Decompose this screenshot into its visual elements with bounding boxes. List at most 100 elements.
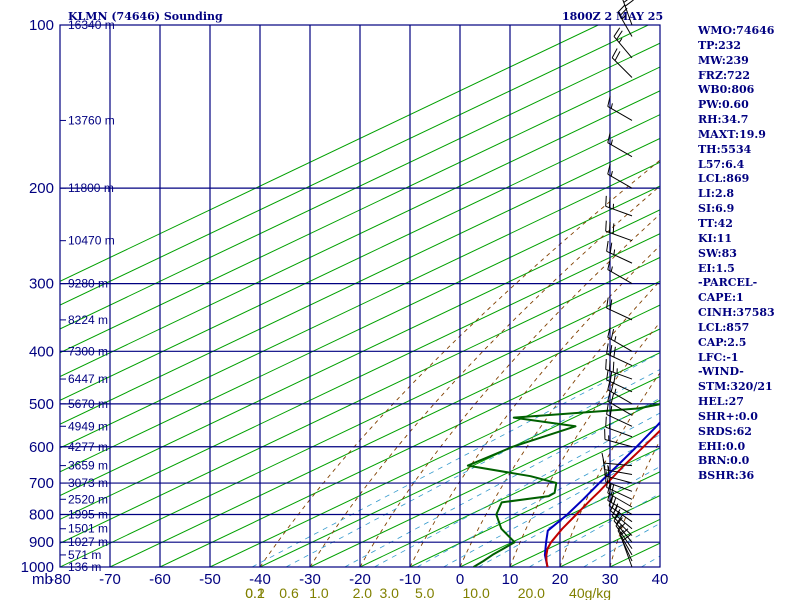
mixing-ratio-label: 20.0 (518, 585, 545, 600)
wind-barb-staff (607, 500, 633, 515)
isotherm (60, 233, 660, 520)
wind-barb-feather (607, 259, 611, 270)
mixing-ratio-label: 40g/kg (569, 585, 611, 600)
wind-barb-feather (611, 48, 618, 58)
index-item: TH:5534 (698, 142, 752, 156)
wind-barb-staff (613, 36, 633, 59)
height-label: 16340 m (68, 18, 115, 32)
wind-barb (617, 4, 633, 37)
wind-barb-staff (622, 0, 633, 26)
wind-barb-staff (604, 439, 633, 448)
temperature-tick-label: -50 (199, 571, 221, 588)
wind-barb-feather (613, 27, 621, 37)
wind-barb-staff (607, 269, 633, 285)
isotherm (60, 114, 660, 401)
wind-barb-feather (606, 369, 609, 381)
wind-barb-half-feather (613, 249, 616, 255)
temperature-tick-label: -30 (299, 571, 321, 588)
index-item: FRZ:722 (698, 68, 751, 82)
index-item: LFC:-1 (698, 350, 739, 364)
height-label: 136 m (68, 560, 101, 574)
mixing-ratio-lines (251, 352, 660, 567)
wind-barb-staff (610, 510, 633, 530)
index-item: EHI:0.0 (698, 439, 746, 453)
wind-barb-staff (611, 515, 633, 536)
isotherm (209, 352, 660, 567)
wind-barb (608, 495, 633, 523)
wind-barb (607, 391, 633, 416)
wind-barb (605, 220, 633, 242)
temperature-tick-label: -20 (349, 571, 371, 588)
temperature-tick-label: -40 (249, 571, 271, 588)
wind-barb-feather (608, 495, 613, 506)
height-label: 6447 m (68, 372, 108, 386)
wind-barb-feather (607, 327, 611, 338)
temperature-tick-label: -10 (399, 571, 421, 588)
temperature-tick-label: 20 (552, 571, 569, 588)
index-item: HEL:27 (698, 395, 744, 409)
wind-barb-feather (623, 0, 628, 3)
wind-barb-staff (608, 505, 633, 523)
wind-barb (605, 195, 633, 217)
wind-barb-feather (606, 240, 609, 252)
wind-barb-feather (607, 163, 611, 175)
wind-barb (613, 27, 633, 59)
wind-barb-staff (613, 520, 633, 543)
mixing-ratio-label: 3.0 (379, 585, 399, 600)
wind-barb-half-feather (607, 465, 609, 471)
height-label: 3659 m (68, 459, 108, 473)
dry-adiabat (409, 245, 660, 567)
wind-barb-feather (605, 359, 607, 370)
wind-barb-staff (607, 106, 633, 121)
wind-barb-feather (609, 371, 613, 382)
wind-barb-feather (612, 223, 615, 234)
wind-barb-feather (616, 514, 623, 525)
wind-barb-feather (610, 393, 615, 404)
wind-barb (607, 379, 633, 405)
index-item: STM:320/21 (698, 380, 773, 394)
height-label: 4277 m (68, 440, 108, 454)
index-item: -PARCEL- (698, 276, 758, 290)
dry-adiabat (459, 280, 660, 567)
wind-barb-feather (609, 345, 613, 356)
wind-barb (605, 359, 633, 380)
wind-barb-staff (607, 336, 633, 352)
wind-barb-half-feather (614, 388, 617, 394)
wind-barb-feather (605, 195, 607, 207)
wind-barb-feather (613, 372, 616, 384)
index-item: MW:239 (698, 53, 749, 67)
background-lines (60, 25, 660, 567)
isotherm (60, 66, 660, 354)
wind-barb-staff (615, 525, 633, 549)
wind-barb-feather (601, 452, 605, 464)
wind-barb-staff (607, 142, 633, 158)
wind-barb-feather (609, 242, 613, 254)
wind-barb-staff (605, 426, 633, 438)
index-item: CAPE:1 (698, 291, 744, 305)
index-item: -WIND- (698, 365, 744, 379)
temperature-tick-label: 40 (652, 571, 669, 588)
isotherm (309, 399, 660, 567)
isotherm (359, 423, 660, 567)
wind-barb-staff (605, 230, 633, 242)
wind-barb-feather (616, 30, 623, 40)
index-item: TP:232 (698, 38, 742, 52)
pressure-label: 800 (29, 506, 54, 523)
isotherm (60, 25, 599, 282)
isotherm (60, 209, 660, 497)
wind-barb (606, 343, 633, 367)
chart-title: KLMN (74646) Sounding (68, 10, 223, 23)
wind-barb (606, 369, 633, 393)
wind-barb-feather (606, 404, 609, 415)
wind-barb-staff (606, 486, 633, 500)
isotherm (60, 256, 660, 544)
index-item: SHR+:0.0 (698, 409, 758, 423)
mixing-ratio-label: 0.6 (279, 585, 299, 600)
index-item: BSHR:36 (698, 469, 755, 483)
temperature-tick-label: -60 (149, 571, 171, 588)
index-item: TT:42 (698, 216, 733, 230)
wind-barb-staff (607, 389, 633, 405)
height-label: 1501 m (68, 522, 108, 536)
wind-barb-half-feather (609, 483, 612, 490)
wind-barb-feather (607, 132, 611, 143)
